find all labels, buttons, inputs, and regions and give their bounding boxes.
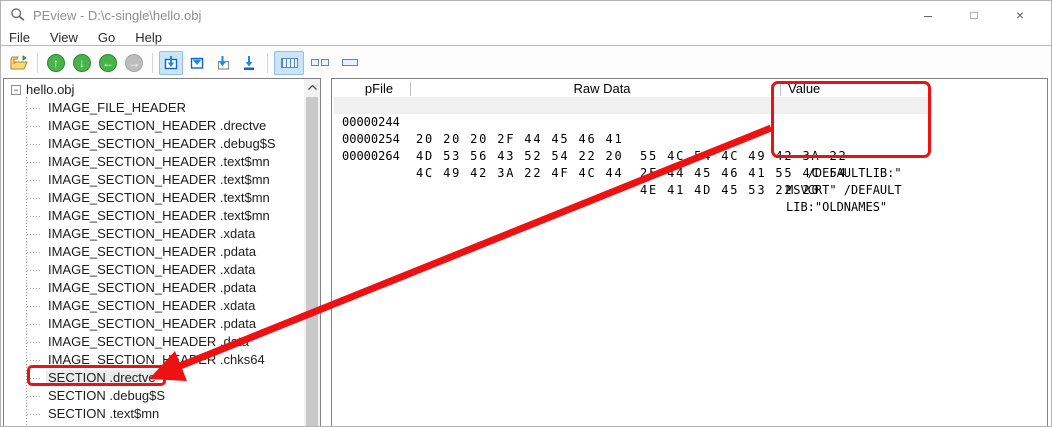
column-header-value: Value [788,81,821,96]
column-header-pfile: pFile [364,81,394,96]
tree-item-section-header-textmn[interactable]: IMAGE_SECTION_HEADER .text$mn [4,189,286,207]
tree-item-section-header-pdata[interactable]: IMAGE_SECTION_HEADER .pdata [4,315,286,333]
tree-item-section-header-xdata[interactable]: IMAGE_SECTION_HEADER .xdata [4,297,286,315]
maximize-button[interactable]: □ [970,8,978,22]
raw-bytes: 4E 41 4D 45 53 22 20 [640,183,821,197]
byte-group-view-icon [280,57,298,68]
dword-group-button[interactable] [336,51,364,75]
collapse-icon[interactable]: − [11,85,21,95]
view-mode-button-4[interactable] [237,51,261,75]
nav-forward-icon: → [125,53,143,72]
titlebar: PEview - D:\c-single\hello.obj – □ × [1,1,1051,29]
ascii-value: LIB:"OLDNAMES" [786,200,895,214]
ascii-value: MSVCRT" /DEFAULT [786,183,902,197]
envelope-down-icon [190,57,204,69]
arrow-into-box-icon [164,55,178,69]
menu-help[interactable]: Help [135,29,162,45]
tree-item-section-header-pdata[interactable]: IMAGE_SECTION_HEADER .pdata [4,243,286,261]
tree-connector-line [26,97,27,426]
tree-item-section-header-data[interactable]: IMAGE_SECTION_HEADER .data [4,333,286,351]
nav-down-button[interactable]: ↓ [70,51,94,75]
nav-back-button[interactable]: ← [96,51,120,75]
nav-forward-button[interactable]: → [122,51,146,75]
tree-scrollbar[interactable] [304,79,320,426]
view-mode-button-3[interactable] [211,51,235,75]
window-title: PEview - D:\c-single\hello.obj [33,7,202,23]
magnifier-icon [11,8,25,21]
toolbar-separator [267,52,268,73]
toolbar-separator [152,52,153,73]
tree-item-section-header-chks64[interactable]: IMAGE_SECTION_HEADER .chks64 [4,351,286,369]
tree-item-image-file-header[interactable]: IMAGE_FILE_HEADER [4,99,286,117]
tree-item-section-header-pdata[interactable]: IMAGE_SECTION_HEADER .pdata [4,279,286,297]
scrollbar-thumb[interactable] [306,97,318,426]
hex-row[interactable]: 00000244 20 20 20 2F 44 45 46 41 55 4C 5… [334,97,932,180]
tree-item-section-header-drectve[interactable]: IMAGE_SECTION_HEADER .drectve [4,117,286,135]
hex-row[interactable]: 00000264 4C 49 42 3A 22 4F 4C 44 4E 41 4… [334,131,932,214]
tree-item-section-header-textmn[interactable]: IMAGE_SECTION_HEADER .text$mn [4,207,286,225]
minimize-button[interactable]: – [924,7,932,23]
arrow-platform-icon [244,55,254,70]
menu-view[interactable]: View [49,29,78,45]
nav-up-icon: ↑ [47,53,65,72]
raw-bytes: 4D 53 56 43 52 54 22 20 [416,149,624,163]
tree-item-image-relocation[interactable]: IMAGE_RELOCATION [4,423,286,426]
word-group-view-icon [311,59,329,66]
view-mode-button-2[interactable] [185,51,209,75]
raw-bytes: 4C 49 42 3A 22 4F 4C 44 [416,166,624,180]
window-controls: – □ × [905,1,1043,29]
ascii-value: /DEFAULTLIB:" [786,166,902,180]
structure-tree: − hello.obj IMAGE_FILE_HEADER IMAGE_SECT… [4,81,286,426]
column-divider [410,82,411,96]
hex-row[interactable]: 00000254 4D 53 56 43 52 54 22 20 2F 44 4… [334,114,932,197]
toolbar: ↑ ↓ ← → [1,47,1051,78]
column-divider [780,82,781,96]
byte-group-button[interactable] [274,50,304,75]
menu-file[interactable]: File [9,29,30,45]
column-header-raw-data: Raw Data [573,81,631,96]
nav-down-icon: ↓ [73,53,91,72]
tree-item-section-header-xdata[interactable]: IMAGE_SECTION_HEADER .xdata [4,261,286,279]
tree-item-section-drectve[interactable]: SECTION .drectve [4,369,286,387]
scroll-up-button[interactable] [304,79,320,96]
tree-pane: − hello.obj IMAGE_FILE_HEADER IMAGE_SECT… [3,78,321,426]
folder-open-icon [10,54,28,69]
raw-bytes: 2F 44 45 46 41 55 4C 54 [640,166,848,180]
nav-up-button[interactable]: ↑ [44,51,68,75]
view-mode-button-1[interactable] [159,50,183,75]
tree-item-section-debugs[interactable]: SECTION .debug$S [4,387,286,405]
tree-item-section-header-debugs[interactable]: IMAGE_SECTION_HEADER .debug$S [4,135,286,153]
hex-pane: pFile Raw Data Value 00000244 20 20 20 2… [331,78,1048,426]
word-group-button[interactable] [306,51,334,75]
open-file-button[interactable] [7,51,31,75]
tree-item-section-header-textmn[interactable]: IMAGE_SECTION_HEADER .text$mn [4,153,286,171]
tree-item-section-header-xdata[interactable]: IMAGE_SECTION_HEADER .xdata [4,225,286,243]
tree-root-hello-obj[interactable]: − hello.obj [4,81,286,99]
chevron-up-icon [307,85,317,90]
pfile-offset: 00000264 [342,149,400,163]
menu-go[interactable]: Go [97,29,116,45]
dword-group-view-icon [342,59,358,66]
close-button[interactable]: × [1015,7,1025,23]
toolbar-separator [37,52,38,73]
hex-header-row: pFile Raw Data Value [332,81,1047,97]
raw-bytes: 55 4C 54 4C 49 42 3A 22 [640,149,848,163]
tree-item-section-textmn[interactable]: SECTION .text$mn [4,405,286,423]
tree-item-section-header-textmn[interactable]: IMAGE_SECTION_HEADER .text$mn [4,171,286,189]
arrow-onto-box-icon [217,55,230,70]
nav-back-icon: ← [99,53,117,72]
menubar: File View Go Help [1,29,1051,46]
